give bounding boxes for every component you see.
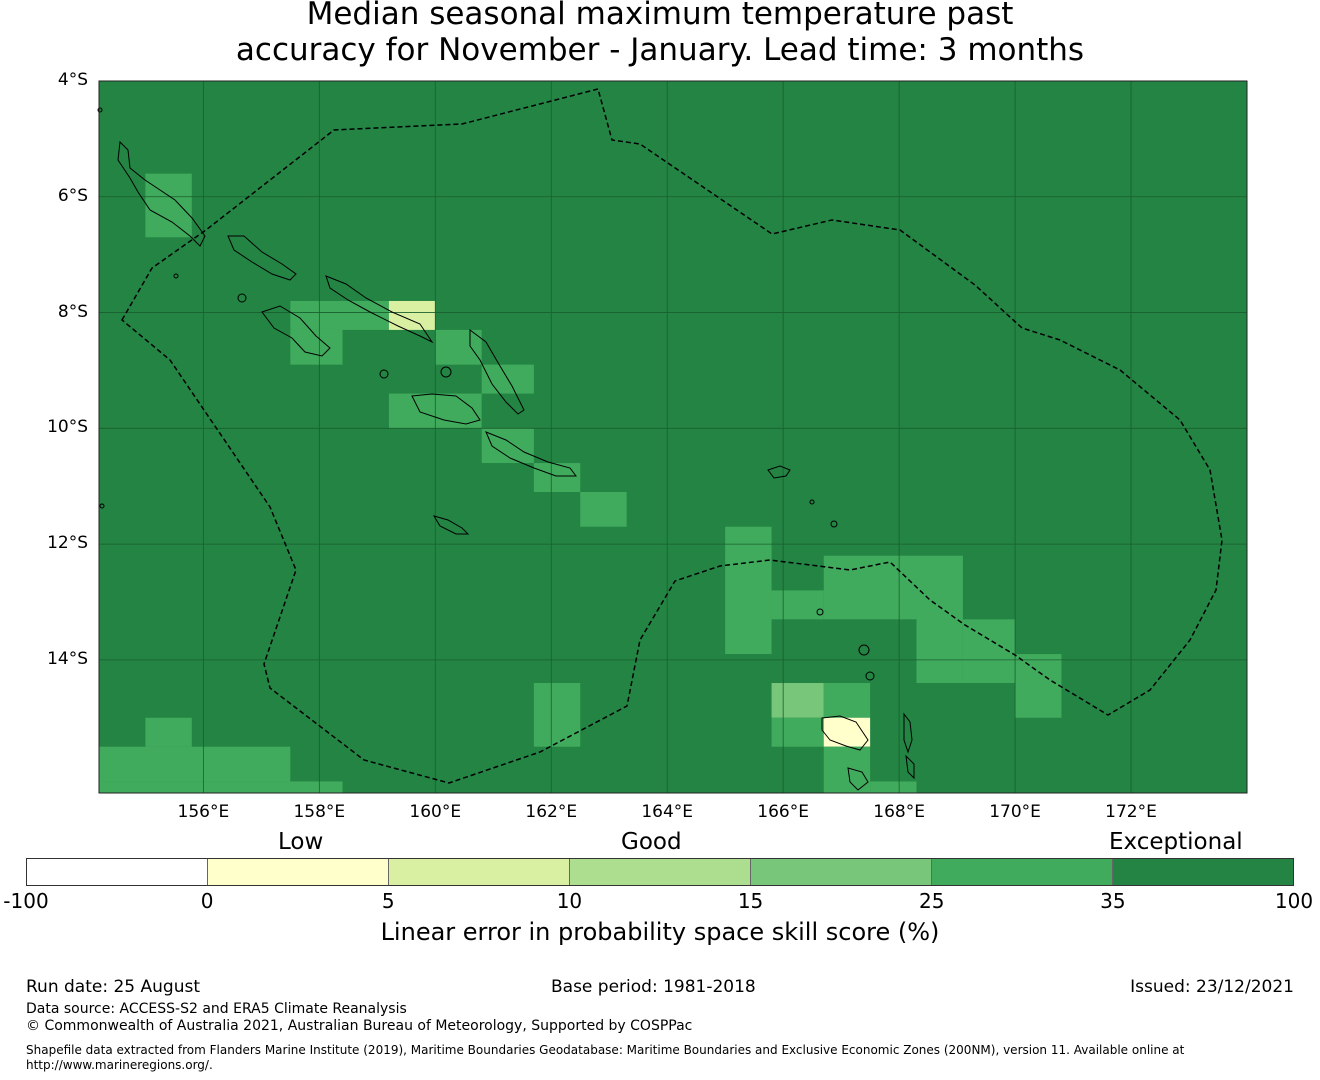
map-background-cells [99,81,1247,793]
category-label-exceptional: Exceptional [1109,829,1243,855]
island-espiritu-santo [821,715,869,751]
island-pentecost [905,754,915,780]
islet [97,107,103,113]
skill-cell [962,619,1016,684]
islet [173,273,179,279]
colorbar-tick-label: -100 [3,889,49,913]
lat-tick-label: 14°S [47,648,88,669]
skill-cell [771,683,824,718]
island-malakula [847,767,869,791]
skill-cell [145,717,192,747]
skill-cell [580,491,627,527]
skill-cell [388,300,436,330]
skill-cell [725,526,772,655]
colorbar-tick-label: 5 [381,889,395,913]
eez-boundary-line [121,88,1223,784]
issued-date: Issued: 23/12/2021 [1130,977,1294,997]
skill-cell [533,683,581,747]
lon-tick-label: 162°E [525,802,578,822]
islet [99,503,105,509]
shapefile-credit-link[interactable]: http://www.marineregions.org/. [26,1058,213,1072]
island-guadalcanal [411,393,481,425]
skill-cell [916,555,963,684]
lon-tick-label: 170°E [989,802,1041,822]
lat-tick-label: 10°S [47,417,88,438]
lat-tick-label: 4°S [57,70,88,90]
lon-tick-label: 158°E [293,802,346,822]
islet [816,608,824,616]
island-makira [485,431,577,477]
island-malaita [469,329,525,415]
islet [440,366,452,378]
lat-tick-label: 8°S [57,301,88,322]
islet [830,520,838,528]
skill-cell [771,717,824,747]
skill-cell [290,329,343,365]
islet [858,644,870,656]
colorbar-segment [751,859,932,885]
map-frame [98,80,1248,794]
skill-cell [870,781,917,793]
lon-tick-label: 168°E [873,802,925,822]
islet [379,369,389,379]
eez-boundary [121,88,1223,784]
colorbar-segment [389,859,570,885]
title-line-1: Median seasonal maximum temperature past [306,0,1014,32]
island-bougainville [117,140,206,247]
chart-title: Median seasonal maximum temperature past… [0,0,1320,68]
colorbar-tick-label: 15 [737,889,764,913]
coastlines [97,107,915,791]
category-label-low: Low [278,829,324,855]
run-date: Run date: 25 August [26,977,200,997]
colorbar-segment [208,859,389,885]
skill-cell [99,781,343,793]
category-label-good: Good [621,829,682,855]
base-period: Base period: 1981-2018 [551,977,756,997]
skill-cell [1015,654,1062,718]
skill-cell [145,173,192,238]
copyright: © Commonwealth of Australia 2021, Austra… [26,1018,693,1034]
skill-cell [771,590,824,620]
colorbar-tick-label: 0 [200,889,214,913]
map-panel[interactable] [0,0,1320,800]
lon-tick-label: 156°E [177,802,230,822]
skill-cell [823,683,871,718]
island-maewo [903,712,913,754]
title-line-2: accuracy for November - January. Lead ti… [235,32,1085,68]
island-rennell [432,515,470,535]
lon-tick-label: 160°E [409,802,462,822]
colorbar-tick-label: 35 [1100,889,1126,913]
colorbar-title: Linear error in probability space skill … [380,918,940,946]
colorbar-tick-label: 25 [918,889,945,913]
island-santa-isabel [325,275,434,344]
island-new-georgia [261,305,331,357]
colorbar [26,858,1294,886]
shapefile-credit-line-1: Shapefile data extracted from Flanders M… [26,1043,1185,1057]
colorbar-tick-label: 100 [1274,889,1314,913]
colorbar-tick-label: 10 [556,889,583,913]
colorbar-segment [932,859,1113,885]
colorbar-segment [570,859,751,885]
lon-tick-label: 164°E [641,802,694,822]
graticule [99,80,1247,793]
skill-cell [290,300,389,330]
islet [237,293,247,303]
colorbar-segment [27,859,208,885]
islet [809,499,815,505]
skill-cell [533,463,581,492]
skill-cell [435,329,482,365]
lat-tick-label: 12°S [47,533,88,554]
lat-tick-label: 6°S [57,185,88,206]
skill-cells-layer [99,81,1247,793]
data-source: Data source: ACCESS-S2 and ERA5 Climate … [26,1001,407,1017]
colorbar-segment [1113,859,1293,885]
shapefile-credit: Shapefile data extracted from Flanders M… [26,1043,1184,1073]
islet [865,671,875,681]
skill-cell [99,746,291,782]
lon-tick-label: 166°E [757,802,810,822]
island-ndeni [767,465,791,479]
lon-tick-label: 172°E [1105,802,1157,822]
island-choiseul [227,235,297,281]
skill-cell [823,746,871,793]
